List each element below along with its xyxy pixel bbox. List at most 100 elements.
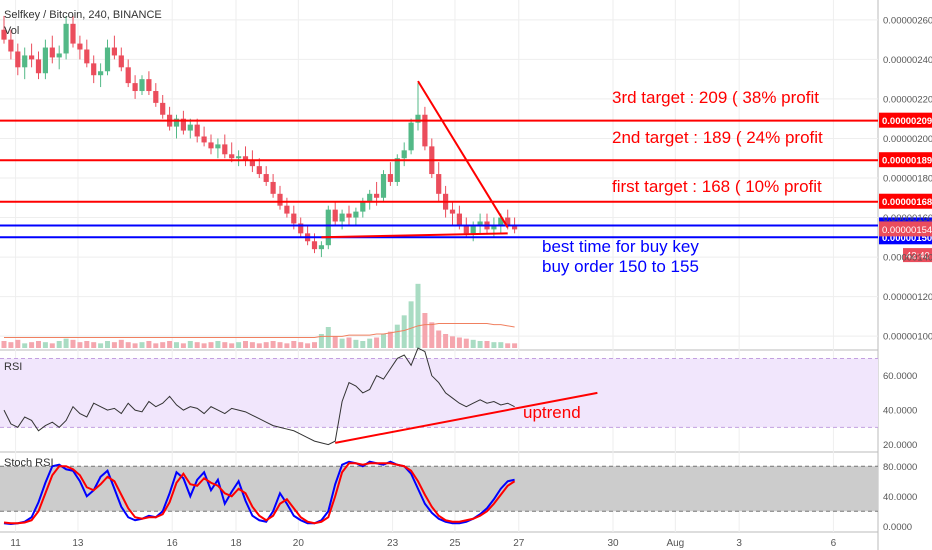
volume-bar [387, 331, 393, 348]
chart-title: Selfkey / Bitcoin, 240, BINANCE [4, 9, 162, 21]
trendlines [321, 80, 598, 444]
candle-body [35, 59, 42, 74]
time-tick-label: 6 [831, 538, 837, 549]
candle-body [49, 47, 55, 58]
volume-bar [381, 334, 386, 348]
candle-body [491, 225, 497, 230]
volume-bar [56, 341, 62, 348]
volume-bar [167, 341, 173, 348]
candle-body [84, 49, 90, 64]
candle-body [477, 221, 483, 226]
rsi-tick-label: 20.0000 [883, 440, 917, 451]
rsi-tick-label: 60.0000 [883, 371, 917, 382]
rsi-trendline [335, 391, 598, 444]
candle-body [160, 102, 166, 115]
volume-bar [139, 342, 145, 348]
stoch-series-line-d [3, 462, 516, 525]
time-axis: 11 13 16 18 20 23 25 27 30 Aug 3 6 [10, 538, 836, 549]
candle-body [436, 174, 442, 194]
candle-body [284, 205, 290, 214]
candle-body [291, 213, 297, 224]
volume-bars [1, 283, 518, 348]
volume-bar [153, 343, 159, 348]
candle-body [380, 174, 387, 198]
candlesticks [1, 15, 518, 258]
volume-bar [118, 339, 124, 348]
volume-bar [339, 338, 345, 348]
volume-bar [305, 343, 311, 348]
volume-bar [111, 342, 117, 348]
volume-bar [353, 339, 359, 348]
price-tick-label: 0.00000240 [883, 55, 932, 66]
volume-bar [229, 343, 235, 348]
candle-body [256, 166, 262, 175]
volume-bar [8, 342, 14, 348]
time-tick-label: 20 [293, 538, 305, 549]
uptrend-annotation: uptrend [523, 403, 581, 422]
volume-bar [91, 342, 97, 348]
volume-bar [325, 327, 331, 348]
rsi-band [0, 358, 878, 428]
price-tick-label: 0.00000100 [883, 332, 932, 343]
candle-body [70, 23, 76, 44]
level-badge-label: 0.00000189 [882, 156, 932, 167]
volume-bar [105, 341, 110, 348]
candle-body [353, 211, 359, 218]
time-tick-label: 27 [513, 538, 525, 549]
candle-body [139, 79, 145, 92]
candle-body [408, 122, 414, 151]
candle-body [118, 55, 124, 68]
level-badge [879, 193, 932, 209]
volume-bar [1, 341, 7, 348]
volume-bar [484, 341, 490, 348]
candle-body [77, 43, 83, 50]
volume-bar [284, 343, 290, 348]
volume-bar [77, 342, 83, 348]
candle-body [332, 209, 338, 222]
volume-bar [160, 342, 166, 348]
stoch-tick-label: 80.0000 [883, 462, 917, 473]
rsi-series-line [3, 347, 515, 446]
candle-body [394, 158, 400, 182]
volume-bar [201, 343, 207, 348]
time-tick-label: Aug [666, 538, 684, 549]
volume-bar [477, 341, 483, 348]
level-badge [879, 152, 932, 168]
candle-body [1, 29, 7, 40]
candle-body [360, 201, 366, 212]
candle-body [8, 39, 14, 52]
volume-bar [270, 341, 276, 348]
volume-bar [394, 324, 400, 348]
candle-body [29, 55, 35, 60]
price-tick-label: 0.00000220 [883, 94, 932, 105]
volume-bar [174, 342, 179, 348]
candle-body [498, 217, 504, 226]
time-tick-label: 3 [736, 538, 742, 549]
time-tick-label: 23 [387, 538, 399, 549]
volume-bar [49, 343, 55, 348]
volume-bar [436, 330, 442, 348]
volume-bar [512, 343, 518, 348]
candle-body [63, 23, 69, 54]
candle-body [187, 124, 193, 131]
candle-body [422, 114, 428, 147]
candle-body [263, 174, 269, 182]
volume-bar [429, 322, 435, 348]
candle-body [346, 213, 352, 218]
candle-body [229, 154, 235, 159]
candle-body [318, 245, 324, 250]
volume-bar [491, 342, 497, 348]
candle-body [470, 225, 476, 234]
volume-bar [360, 341, 366, 348]
price-badge [879, 221, 932, 237]
volume-bar [249, 342, 255, 348]
volume-bar [367, 338, 373, 348]
countdown-badge [903, 248, 932, 263]
volume-bar [463, 338, 469, 348]
volume-bar [291, 341, 297, 348]
volume-bar [63, 338, 69, 348]
candle-body [463, 225, 469, 234]
target2-annotation: 2nd target : 189 ( 24% profit [612, 128, 823, 147]
candle-body [111, 47, 117, 56]
